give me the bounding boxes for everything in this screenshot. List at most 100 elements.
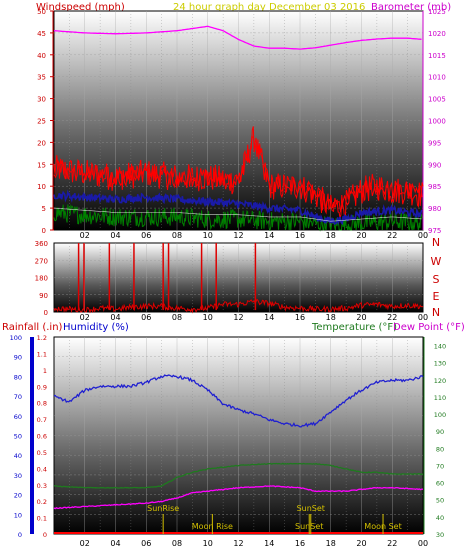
humidity-y-tick-label: 80 (14, 373, 22, 381)
humidity-y-tick-label: 70 (14, 393, 22, 401)
astronomy-events: SunRise Moon Rise SunSet SunSet Moon Set (147, 504, 402, 534)
wind-y-tick-label: 10 (37, 183, 46, 191)
x-tick-label: 00 (418, 539, 428, 548)
wind-y-tick-label: 20 (37, 139, 46, 147)
x-tick-label: 14 (264, 313, 274, 322)
green-series-line (53, 203, 423, 232)
baro-y-tick-label: 1005 (428, 96, 446, 104)
temp-y-tick-label: 30 (436, 531, 444, 539)
event-label: SunRise (147, 504, 179, 513)
baro-y-tick-label: 985 (428, 183, 441, 191)
temp-y-tick-label: 60 (436, 480, 444, 488)
x-tick-label: 04 (110, 313, 120, 322)
rain-y-tick-label: 0.2 (37, 498, 47, 506)
wind-y-tick-label: 40 (37, 52, 46, 60)
x-tick-label: 02 (80, 231, 90, 240)
x-tick-label: 12 (233, 231, 243, 240)
x-tick-label: 16 (295, 539, 305, 548)
humidity-y-tick-label: 30 (14, 472, 22, 480)
baro-y-tick-label: 980 (428, 205, 441, 213)
x-tick-label: 02 (80, 313, 90, 322)
x-tick-label: 08 (172, 313, 182, 322)
compass-label: N (432, 236, 440, 249)
wind-y-tick-label: 30 (37, 96, 46, 104)
event-label: Moon Set (364, 522, 401, 531)
dir-y-tick-label: 0 (44, 309, 48, 317)
x-tick-label: 22 (387, 313, 397, 322)
wind-y-tick-label: 0 (42, 227, 46, 235)
compass-label: N (432, 306, 440, 319)
humidity-y-tick-label: 90 (14, 354, 22, 362)
x-tick-label: 00 (418, 231, 428, 240)
x-tick-label: 20 (356, 539, 366, 548)
x-tick-label: 22 (387, 539, 397, 548)
x-tick-label: 18 (326, 539, 336, 548)
wind-y-tick-label: 50 (37, 8, 46, 16)
humidity-y-tick-label: 60 (14, 413, 22, 421)
rain-y-tick-label: 0.6 (37, 433, 47, 441)
x-tick-label: 12 (233, 539, 243, 548)
dew-point-series-line (53, 485, 424, 510)
humidity-y-tick-label: 10 (14, 511, 22, 519)
compass-label: S (433, 273, 440, 286)
dir-y-tick-label: 270 (35, 257, 48, 265)
average-series-line (53, 189, 423, 226)
wind-y-tick-label: 35 (37, 74, 46, 82)
wind-y-tick-label: 25 (37, 118, 46, 126)
baro-y-tick-label: 975 (428, 227, 441, 235)
humidity-y-tick-label: 40 (14, 452, 22, 460)
rainfall-label: Rainfall (.in) (2, 322, 63, 333)
gust-series-line (53, 135, 423, 213)
humidity-y-tick-label: 0 (18, 531, 22, 539)
humidity-y-tick-label: 50 (14, 433, 22, 441)
temp-y-tick-label: 50 (436, 497, 444, 505)
x-tick-label: 06 (141, 231, 151, 240)
x-tick-label: 20 (356, 231, 366, 240)
x-tick-label: 06 (141, 313, 151, 322)
x-tick-label: 18 (326, 313, 336, 322)
rain-y-tick-label: 0.8 (37, 400, 47, 408)
rain-y-tick-label: 1.2 (37, 334, 47, 342)
rain-y-tick-label: 0.1 (37, 515, 47, 523)
x-tick-label: 04 (110, 231, 120, 240)
wind-y-tick-label: 45 (37, 30, 46, 38)
grid-lines (54, 11, 423, 534)
dew-point-label: Dew Point (°F) (393, 322, 465, 333)
header-title: 24 hour graph day December 03 2016 (173, 2, 365, 13)
event-label: SunSet (295, 522, 323, 531)
wind-direction-line (53, 298, 424, 314)
barometer-series-line (53, 25, 422, 50)
x-tick-label: 10 (203, 313, 213, 322)
rain-y-tick-label: 1.1 (37, 350, 47, 358)
x-tick-label: 04 (110, 539, 120, 548)
x-tick-label: 14 (264, 539, 274, 548)
rain-y-tick-label: 0.9 (37, 383, 47, 391)
temperature-label: Temperature (°F) (311, 322, 397, 333)
x-tick-label: 20 (356, 313, 366, 322)
rain-y-tick-label: 0 (43, 531, 47, 539)
baro-y-tick-label: 990 (428, 161, 441, 169)
x-tick-label: 10 (203, 231, 213, 240)
compass-label: W (431, 255, 442, 268)
humidity-series-line (53, 374, 424, 428)
baro-y-tick-label: 1010 (428, 74, 446, 82)
humidity-label: Humidity (%) (63, 322, 129, 333)
baro-y-tick-label: 995 (428, 139, 441, 147)
event-label: Moon Rise (192, 522, 233, 531)
header-windspeed-label: Windspeed (mph) (36, 2, 125, 13)
rain-y-tick-label: 0.5 (37, 449, 47, 457)
dir-y-tick-label: 180 (35, 275, 48, 283)
data-series (53, 25, 424, 534)
x-tick-label: 12 (233, 313, 243, 322)
dir-y-tick-label: 90 (39, 292, 48, 300)
rain-y-tick-label: 0.4 (37, 465, 47, 473)
x-tick-label: 16 (295, 313, 305, 322)
rain-y-tick-label: 1 (43, 367, 47, 375)
wind-y-tick-label: 5 (42, 205, 46, 213)
x-tick-label: 08 (172, 231, 182, 240)
temp-y-tick-label: 40 (436, 514, 444, 522)
x-tick-label: 16 (295, 231, 305, 240)
baro-y-tick-label: 1000 (428, 118, 446, 126)
